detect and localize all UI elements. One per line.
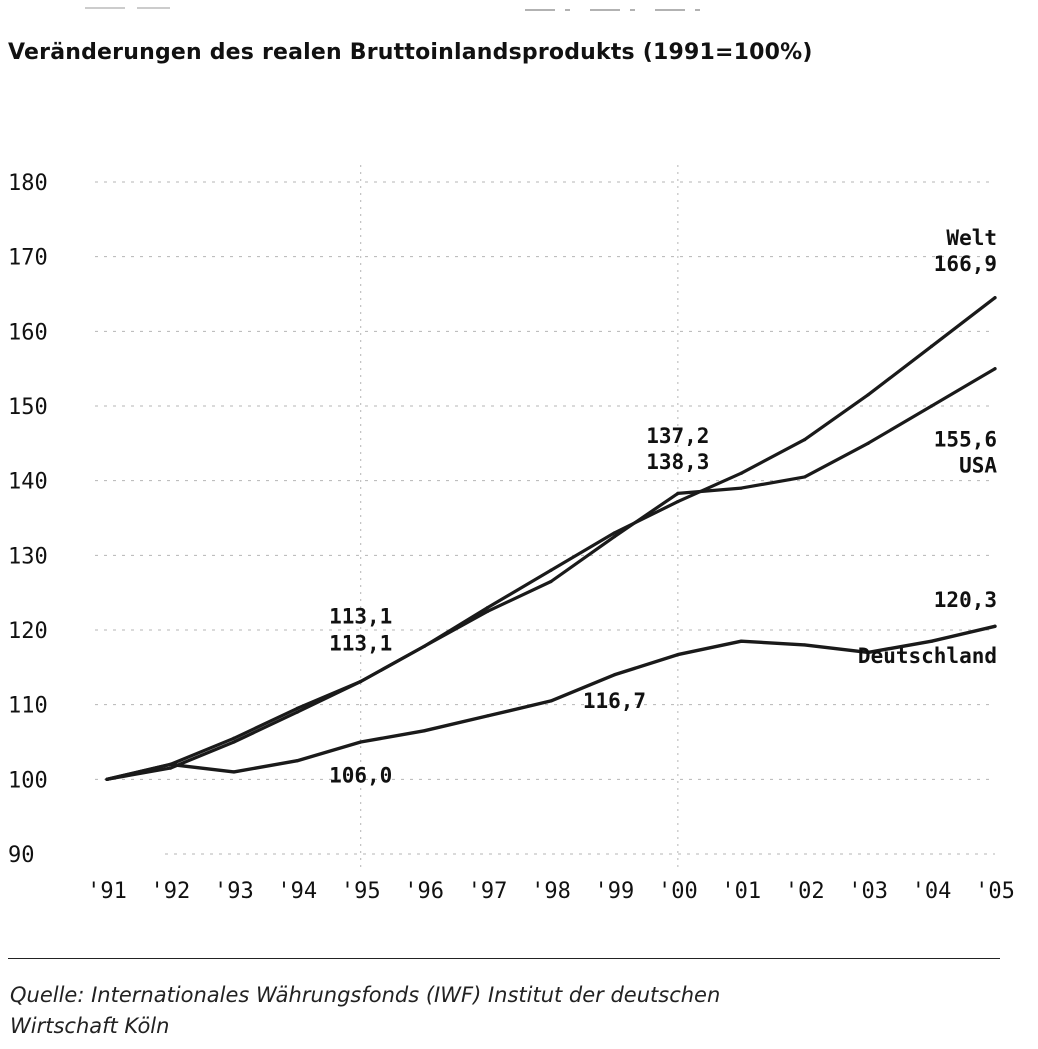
x-tick-label: '94 <box>277 879 317 904</box>
data-label: 106,0 <box>329 764 392 788</box>
data-label: 113,1 <box>329 631 392 655</box>
source-note: Quelle: Internationales Währungsfonds (I… <box>10 980 1010 1042</box>
series-line-welt <box>105 296 997 781</box>
data-point-usa <box>803 475 807 479</box>
x-tick-label: '05 <box>975 879 1015 904</box>
data-point-deutschland <box>739 639 743 643</box>
y-tick-label: 90 <box>8 843 35 868</box>
y-tick-label: 100 <box>8 768 48 793</box>
y-tick-label: 160 <box>8 320 48 345</box>
data-point-usa <box>612 535 617 539</box>
data-point-deutschland <box>866 650 870 655</box>
chart-title: Veränderungen des realen Bruttoinlandspr… <box>8 40 813 65</box>
data-point-usa <box>549 579 553 584</box>
data-label: 137,2 <box>646 424 709 448</box>
data-point-deutschland <box>168 762 173 767</box>
data-point-usa <box>993 367 997 371</box>
source-line-2: Wirtschaft Köln <box>10 1014 170 1038</box>
y-tick-label: 120 <box>8 619 48 644</box>
data-point-welt <box>549 568 553 572</box>
y-tick-label: 110 <box>8 694 48 719</box>
data-point-deutschland <box>676 653 680 657</box>
data-point-usa <box>168 766 173 770</box>
y-tick-label: 130 <box>8 544 48 569</box>
data-point-usa <box>295 710 299 714</box>
data-point-usa <box>866 441 870 445</box>
data-label: 113,1 <box>329 605 392 629</box>
data-point-deutschland <box>232 770 236 774</box>
x-tick-label: '92 <box>151 879 191 904</box>
data-point-deutschland <box>359 740 363 744</box>
series-line-usa <box>105 367 997 781</box>
data-label: USA <box>959 454 997 478</box>
x-tick-label: '04 <box>912 879 952 904</box>
data-point-deutschland <box>993 624 997 628</box>
data-point-usa <box>676 491 680 495</box>
data-point-deutschland <box>612 673 617 677</box>
data-point-deutschland <box>105 777 109 781</box>
y-tick-label: 140 <box>8 470 48 495</box>
x-tick-label: '96 <box>404 879 444 904</box>
data-point-welt <box>676 499 680 504</box>
x-tick-label: '99 <box>595 879 635 904</box>
data-point-welt <box>612 531 617 535</box>
data-point-welt <box>485 606 490 610</box>
x-tick-label: '03 <box>848 879 888 904</box>
x-tick-label: '91 <box>87 879 127 904</box>
x-tick-label: '98 <box>531 879 571 904</box>
data-point-usa <box>739 486 743 490</box>
data-point-welt <box>232 736 236 740</box>
data-point-deutschland <box>929 639 934 643</box>
data-label: 138,3 <box>646 450 709 474</box>
data-point-usa <box>929 404 934 408</box>
data-label: 166,9 <box>934 252 997 276</box>
x-tick-label: '95 <box>341 879 381 904</box>
data-label: 120,3 <box>934 588 997 612</box>
y-tick-label: 150 <box>8 395 48 420</box>
top-scan-artifact <box>85 7 700 11</box>
data-point-usa <box>422 644 426 649</box>
y-tick-label: 170 <box>8 246 48 271</box>
data-label: Deutschland <box>858 644 997 668</box>
data-point-usa <box>232 740 236 744</box>
data-point-welt <box>803 438 807 442</box>
data-point-welt <box>929 344 934 348</box>
source-line-1: Quelle: Internationales Währungsfonds (I… <box>10 983 721 1007</box>
data-point-deutschland <box>485 714 490 718</box>
data-point-welt <box>739 471 743 475</box>
data-label: 155,6 <box>934 428 997 452</box>
data-point-deutschland <box>803 643 807 647</box>
x-tick-label: '00 <box>658 879 698 904</box>
x-tick-label: '93 <box>214 879 254 904</box>
data-label: 116,7 <box>583 689 646 713</box>
data-point-deutschland <box>549 699 553 703</box>
x-tick-label: '02 <box>785 879 825 904</box>
data-point-usa <box>485 609 490 613</box>
data-point-deutschland <box>295 759 299 763</box>
gdp-line-chart: 90 100 110 120 130 140 150 160 170 180 '91 '92 '93 '9… <box>8 165 1015 904</box>
data-point-deutschland <box>422 729 426 733</box>
source-divider <box>8 958 1000 959</box>
data-point-welt <box>295 706 299 711</box>
data-point-welt <box>866 393 870 397</box>
y-tick-label: 180 <box>8 171 48 196</box>
data-point-welt <box>993 296 997 300</box>
x-tick-label: '97 <box>468 879 508 904</box>
x-tick-label: '01 <box>721 879 761 904</box>
data-label: Welt <box>946 226 997 250</box>
data-point-usa <box>359 679 363 684</box>
